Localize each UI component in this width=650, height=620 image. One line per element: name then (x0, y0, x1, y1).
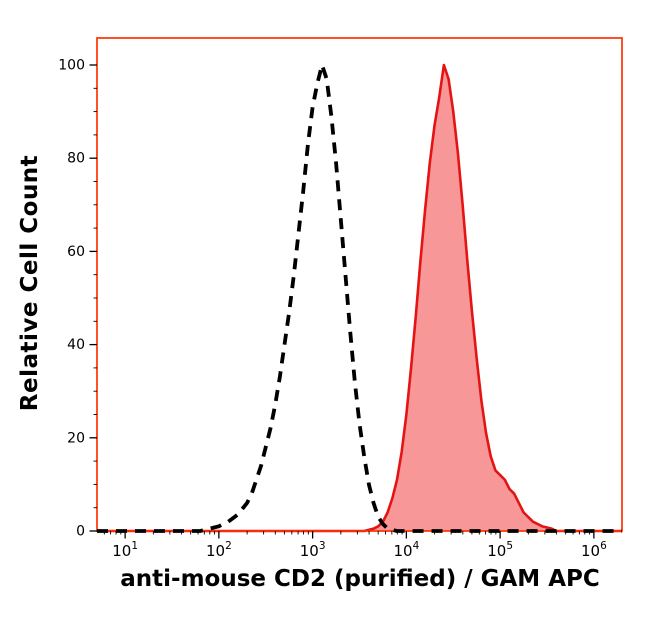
svg-text:20: 20 (67, 430, 85, 446)
svg-text:100: 100 (58, 58, 85, 74)
svg-text:102: 102 (206, 540, 232, 560)
svg-text:104: 104 (393, 540, 419, 560)
y-axis-title: Relative Cell Count (17, 154, 43, 412)
plot-frame (96, 37, 623, 532)
svg-text:40: 40 (67, 337, 85, 353)
svg-text:0: 0 (76, 524, 85, 540)
stained-sample-curve (97, 63, 622, 533)
x-axis-title: anti-mouse CD2 (purified) / GAM APC (120, 566, 600, 592)
svg-text:60: 60 (67, 244, 85, 260)
y-tick-labels: 0 20 40 60 80 100 (58, 58, 85, 540)
svg-text:106: 106 (581, 540, 607, 560)
svg-text:101: 101 (112, 540, 138, 560)
svg-text:80: 80 (67, 151, 85, 167)
svg-text:105: 105 (487, 540, 513, 560)
svg-text:103: 103 (300, 540, 326, 560)
x-tick-labels: 101 102 103 104 105 106 (112, 540, 607, 560)
